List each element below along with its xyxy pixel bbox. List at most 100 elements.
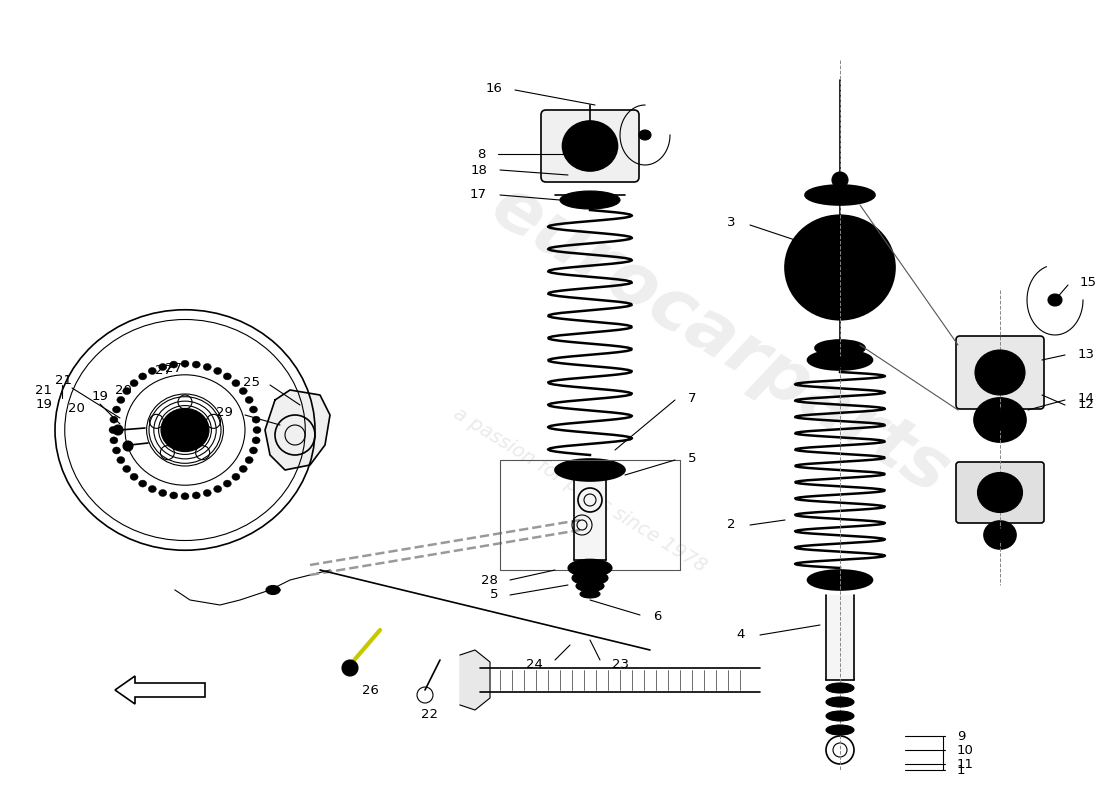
Text: 23: 23 xyxy=(612,658,629,671)
Ellipse shape xyxy=(223,480,231,487)
Text: 26: 26 xyxy=(362,683,378,697)
Ellipse shape xyxy=(250,406,257,413)
Text: 6: 6 xyxy=(653,610,661,623)
Ellipse shape xyxy=(253,426,261,434)
Text: 13: 13 xyxy=(1078,349,1094,362)
Text: 21: 21 xyxy=(55,374,72,386)
Text: 19: 19 xyxy=(35,398,52,411)
Ellipse shape xyxy=(158,363,167,370)
Ellipse shape xyxy=(182,493,189,500)
Ellipse shape xyxy=(572,571,608,586)
Ellipse shape xyxy=(826,711,854,721)
Ellipse shape xyxy=(639,130,651,140)
Ellipse shape xyxy=(169,361,178,368)
Ellipse shape xyxy=(974,398,1026,442)
Ellipse shape xyxy=(245,397,253,403)
Ellipse shape xyxy=(169,492,178,499)
Ellipse shape xyxy=(110,416,118,423)
Polygon shape xyxy=(265,390,330,470)
Ellipse shape xyxy=(117,457,124,463)
Ellipse shape xyxy=(158,490,167,497)
Text: 7: 7 xyxy=(688,391,696,405)
Ellipse shape xyxy=(139,480,146,487)
Circle shape xyxy=(123,441,133,451)
Ellipse shape xyxy=(826,683,854,693)
Text: 12: 12 xyxy=(1078,398,1094,411)
Ellipse shape xyxy=(117,397,124,403)
Ellipse shape xyxy=(805,185,874,205)
Text: eurocarparts: eurocarparts xyxy=(478,171,961,509)
Ellipse shape xyxy=(223,373,231,380)
Ellipse shape xyxy=(139,373,146,380)
Text: 14: 14 xyxy=(1078,391,1094,405)
Text: 21: 21 xyxy=(35,385,52,398)
Text: 5: 5 xyxy=(688,451,696,465)
Text: 5: 5 xyxy=(490,589,498,602)
Text: 20: 20 xyxy=(68,402,85,414)
Ellipse shape xyxy=(266,586,280,594)
Circle shape xyxy=(342,660,358,676)
Ellipse shape xyxy=(978,473,1023,513)
Ellipse shape xyxy=(213,367,222,374)
Ellipse shape xyxy=(250,447,257,454)
Ellipse shape xyxy=(993,529,1007,541)
Text: a passion for parts since 1978: a passion for parts since 1978 xyxy=(450,404,710,576)
Ellipse shape xyxy=(1048,294,1062,306)
Ellipse shape xyxy=(252,437,260,444)
Ellipse shape xyxy=(109,426,117,434)
Text: 28: 28 xyxy=(481,574,498,586)
Ellipse shape xyxy=(204,490,211,497)
Text: 17: 17 xyxy=(470,189,487,202)
Text: 11: 11 xyxy=(957,758,974,770)
Ellipse shape xyxy=(984,521,1016,549)
Ellipse shape xyxy=(192,361,200,368)
Ellipse shape xyxy=(161,408,209,451)
Ellipse shape xyxy=(580,590,600,598)
Ellipse shape xyxy=(570,128,611,164)
Ellipse shape xyxy=(112,447,121,454)
Text: 27: 27 xyxy=(155,363,172,377)
Ellipse shape xyxy=(815,340,865,356)
FancyBboxPatch shape xyxy=(541,110,639,182)
Ellipse shape xyxy=(213,486,222,493)
Ellipse shape xyxy=(232,380,240,386)
Text: 16: 16 xyxy=(485,82,502,94)
Ellipse shape xyxy=(807,350,872,370)
Text: 4: 4 xyxy=(737,629,745,642)
Ellipse shape xyxy=(252,416,260,423)
Ellipse shape xyxy=(245,457,253,463)
Ellipse shape xyxy=(239,466,248,473)
Text: 1: 1 xyxy=(957,763,966,777)
Text: 29: 29 xyxy=(216,406,233,419)
Ellipse shape xyxy=(556,459,625,481)
Ellipse shape xyxy=(130,380,139,386)
Text: 15: 15 xyxy=(1080,275,1097,289)
Text: 10: 10 xyxy=(957,743,974,757)
FancyArrow shape xyxy=(116,676,205,704)
Ellipse shape xyxy=(239,387,248,394)
Ellipse shape xyxy=(232,474,240,480)
Ellipse shape xyxy=(148,486,156,493)
Text: 8: 8 xyxy=(476,147,485,161)
Ellipse shape xyxy=(988,410,1012,430)
Ellipse shape xyxy=(562,121,617,171)
Text: 18: 18 xyxy=(470,163,487,177)
Ellipse shape xyxy=(112,406,121,413)
Ellipse shape xyxy=(828,357,852,367)
Ellipse shape xyxy=(975,350,1025,395)
Ellipse shape xyxy=(182,360,189,367)
FancyBboxPatch shape xyxy=(956,462,1044,523)
Text: 20: 20 xyxy=(116,383,132,397)
Ellipse shape xyxy=(123,466,131,473)
Ellipse shape xyxy=(785,215,895,320)
Ellipse shape xyxy=(576,581,604,592)
Text: 25: 25 xyxy=(243,375,260,389)
Ellipse shape xyxy=(560,191,620,209)
Ellipse shape xyxy=(148,367,156,374)
FancyBboxPatch shape xyxy=(956,336,1044,409)
Polygon shape xyxy=(826,595,854,680)
Ellipse shape xyxy=(204,363,211,370)
Ellipse shape xyxy=(826,697,854,707)
Text: 19: 19 xyxy=(92,390,109,403)
Circle shape xyxy=(832,172,848,188)
